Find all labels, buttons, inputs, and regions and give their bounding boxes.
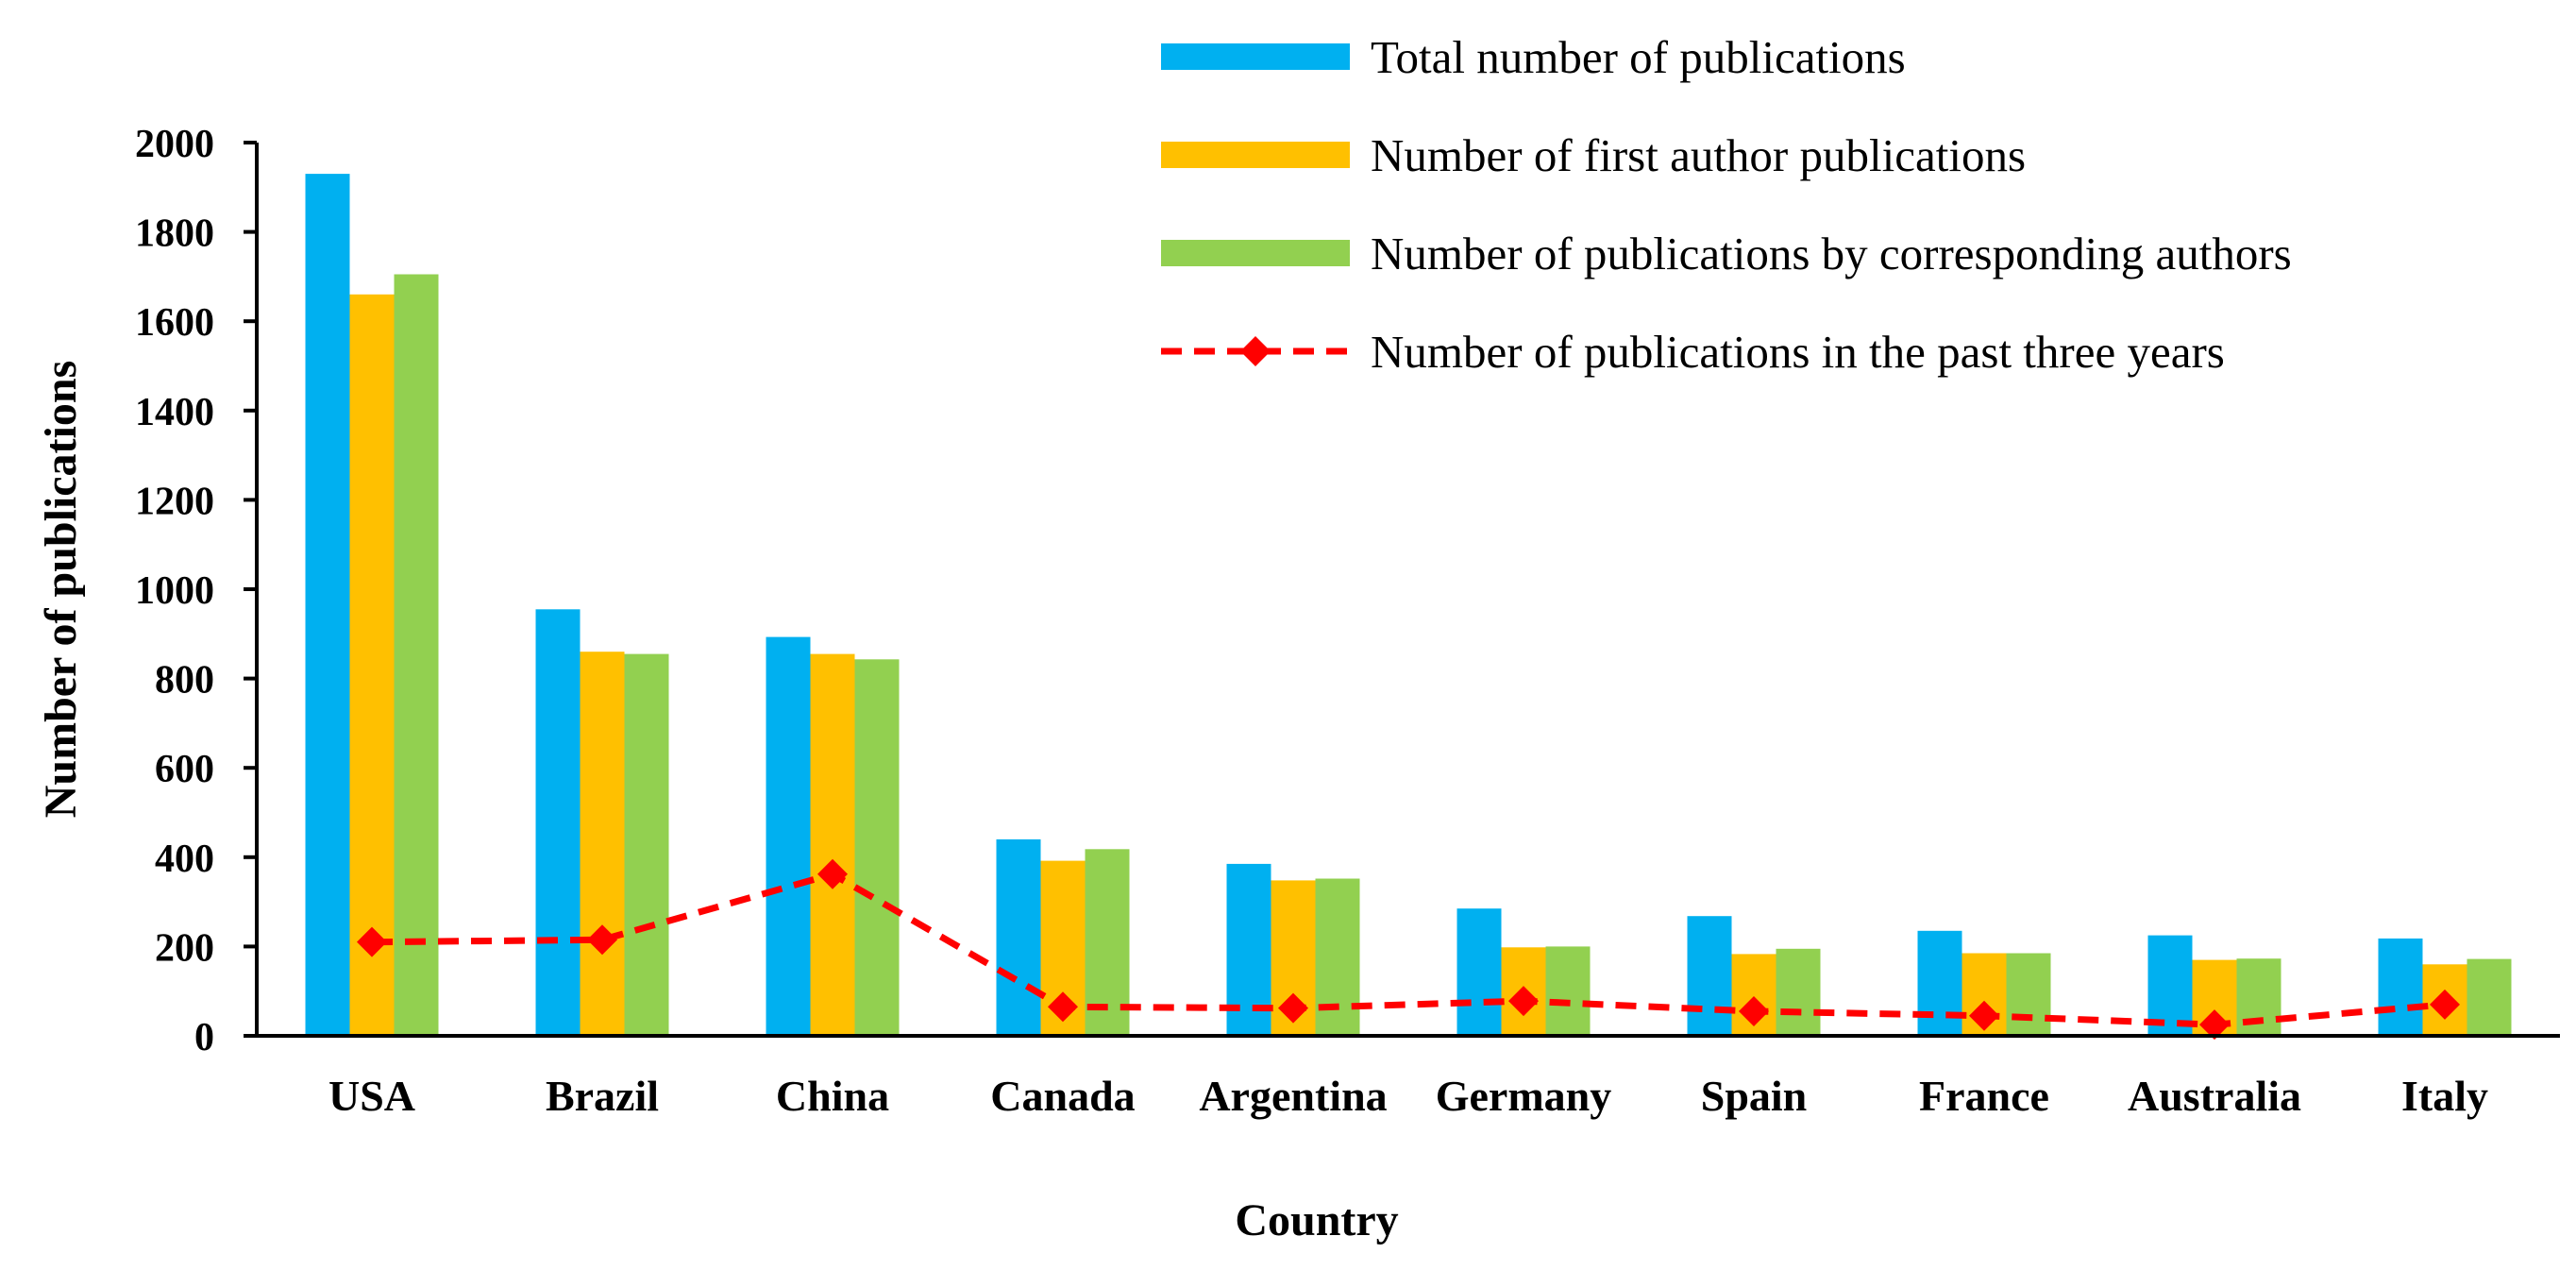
line-series-4 [371, 871, 2446, 1028]
bar-brazil-series-2 [580, 652, 625, 1036]
x-tick-label-australia: Australia [2128, 1072, 2301, 1120]
x-tick-label-italy: Italy [2401, 1072, 2488, 1120]
legend: Total number of publications Number of fi… [1161, 31, 2292, 378]
legend-marker-series-4 [1240, 336, 1271, 366]
bar-brazil-series-1 [535, 609, 581, 1036]
bar-argentina-series-3 [1315, 878, 1360, 1036]
bar-china-series-2 [810, 653, 855, 1036]
x-tick-label-germany: Germany [1436, 1072, 1612, 1120]
legend-label-series-3: Number of publications by corresponding … [1371, 228, 2292, 279]
x-tick-label-china: China [776, 1072, 889, 1120]
line-point-germany [1508, 986, 1539, 1017]
bar-china-series-3 [854, 659, 900, 1036]
legend-label-series-4: Number of publications in the past three… [1371, 326, 2225, 378]
line-point-france [1969, 1000, 1999, 1031]
y-tick-label: 1200 [135, 480, 214, 523]
y-tick-label: 800 [155, 659, 214, 703]
bar-italy-series-3 [2467, 958, 2512, 1036]
bar-usa-series-1 [305, 174, 350, 1037]
y-tick-label: 1400 [135, 391, 214, 434]
x-tick-label-spain: Spain [1701, 1072, 1808, 1120]
bar-usa-series-3 [394, 274, 439, 1036]
line-point-italy [2430, 989, 2460, 1020]
bar-germany-series-1 [1456, 908, 1502, 1036]
y-tick-label: 0 [194, 1016, 214, 1059]
legend-label-series-1: Total number of publications [1371, 31, 1906, 83]
x-tick-label-usa: USA [328, 1072, 415, 1120]
bar-brazil-series-3 [624, 653, 669, 1036]
line-point-brazil [587, 924, 617, 956]
x-tick-label-france: France [1919, 1072, 2049, 1120]
legend-swatch-series-2 [1161, 142, 1350, 168]
x-tick-labels: USA Brazil China Canada Argentina Germany Spai… [328, 1072, 2488, 1120]
bar-italy-series-1 [2378, 938, 2423, 1036]
bar-canada-series-1 [996, 838, 1041, 1036]
bar-china-series-1 [766, 636, 811, 1036]
y-tick-label: 1000 [135, 569, 214, 613]
y-tick-label: 600 [155, 748, 214, 791]
bars-layer [305, 174, 2512, 1037]
line-point-china [817, 858, 848, 889]
x-tick-label-canada: Canada [990, 1072, 1135, 1120]
bar-spain-series-3 [1776, 948, 1821, 1036]
legend-swatch-series-3 [1161, 240, 1350, 266]
x-tick-label-brazil: Brazil [546, 1072, 659, 1120]
y-tick-label: 2000 [135, 123, 214, 166]
y-tick-label: 200 [155, 926, 214, 970]
bar-usa-series-2 [349, 294, 395, 1036]
bar-spain-series-1 [1687, 916, 1732, 1036]
line-point-argentina [1278, 992, 1308, 1024]
bar-germany-series-3 [1545, 946, 1591, 1036]
line-point-canada [1048, 991, 1078, 1023]
y-tick-label: 400 [155, 838, 214, 881]
line-series-layer [357, 858, 2460, 1041]
y-tick-label: 1800 [135, 212, 214, 256]
bar-france-series-1 [1917, 930, 1962, 1036]
y-axis-title: Number of publications [36, 361, 86, 819]
y-tick-label: 1600 [135, 301, 214, 345]
x-axis-title: Country [1235, 1195, 1398, 1245]
line-point-usa [357, 926, 387, 957]
legend-swatch-series-1 [1161, 43, 1350, 70]
bar-france-series-3 [2006, 953, 2051, 1036]
legend-label-series-2: Number of first author publications [1371, 129, 2026, 181]
line-point-spain [1739, 995, 1769, 1026]
line-point-australia [2199, 1009, 2230, 1041]
y-ticks: 0 200 400 600 800 1000 1200 1400 1600 1800 2000 [135, 123, 257, 1059]
x-tick-label-argentina: Argentina [1199, 1072, 1387, 1120]
